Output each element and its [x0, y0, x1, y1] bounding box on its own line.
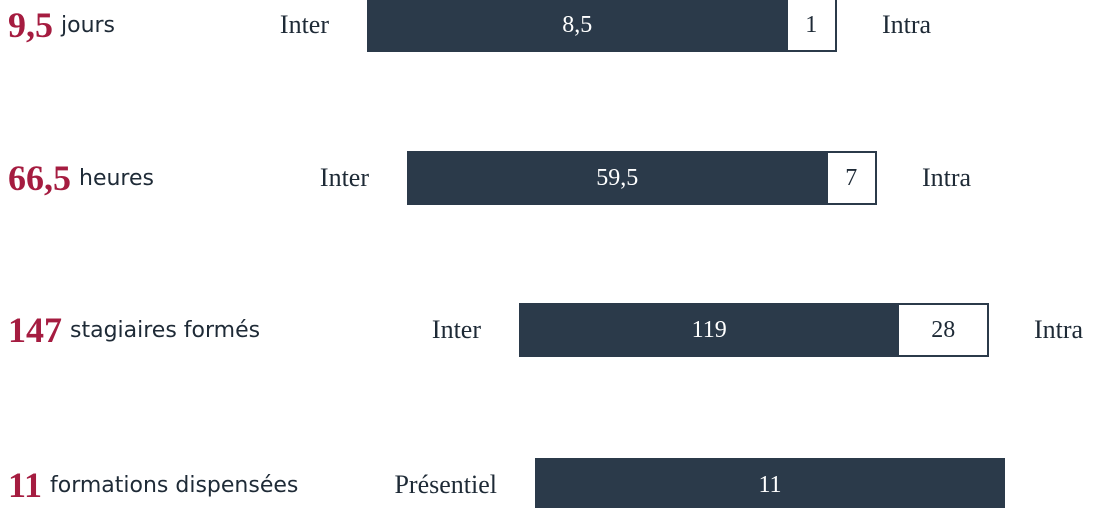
bar-segment: 11	[535, 458, 1005, 508]
headline: 11 formations dispensées	[8, 458, 298, 508]
left-label: Inter	[431, 315, 481, 344]
headline-unit: stagiaires formés	[70, 317, 261, 343]
segment-label: 11	[758, 471, 782, 498]
segment-label: 59,5	[596, 164, 639, 191]
bar-segment: 119	[519, 303, 900, 357]
left-label: Présentiel	[394, 470, 497, 499]
bar-segment: 59,5	[407, 151, 828, 205]
segment-label: 8,5	[562, 11, 593, 38]
bar-segment: 28	[899, 303, 989, 357]
left-label: Inter	[279, 10, 329, 39]
stacked-bar: 8,5 1	[367, 0, 837, 52]
segment-label: 1	[805, 11, 818, 38]
headline: 9,5 jours	[8, 0, 115, 52]
headline-number: 147	[8, 310, 62, 350]
right-label: Intra	[922, 163, 972, 192]
headline-unit: formations dispensées	[50, 472, 299, 498]
headline-number: 9,5	[8, 5, 53, 45]
headline-number: 66,5	[8, 158, 71, 198]
stacked-bar: 119 28	[519, 303, 989, 357]
headline-unit: heures	[79, 165, 154, 191]
bar-row: 66,5 heures Inter 59,5 7 Intra	[0, 151, 1111, 205]
bar-row: 11 formations dispensées Présentiel 11	[0, 458, 1111, 508]
segment-label: 7	[845, 164, 858, 191]
segment-label: 119	[691, 316, 727, 343]
bar-segment: 7	[827, 151, 877, 205]
left-label: Inter	[319, 163, 369, 192]
stacked-bar: 59,5 7	[407, 151, 877, 205]
bar-segment: 1	[787, 0, 837, 52]
headline-unit: jours	[61, 12, 116, 38]
bar-segment: 8,5	[367, 0, 788, 52]
headline-number: 11	[8, 465, 43, 505]
right-label: Intra	[1034, 315, 1084, 344]
bar-row: 147 stagiaires formés Inter 119 28 Intra	[0, 303, 1111, 357]
headline: 147 stagiaires formés	[8, 303, 260, 357]
stacked-bar: 11	[535, 458, 1005, 508]
bar-row: 9,5 jours Inter 8,5 1 Intra	[0, 0, 1111, 52]
headline: 66,5 heures	[8, 151, 154, 205]
segment-label: 28	[931, 316, 956, 343]
right-label: Intra	[882, 10, 932, 39]
